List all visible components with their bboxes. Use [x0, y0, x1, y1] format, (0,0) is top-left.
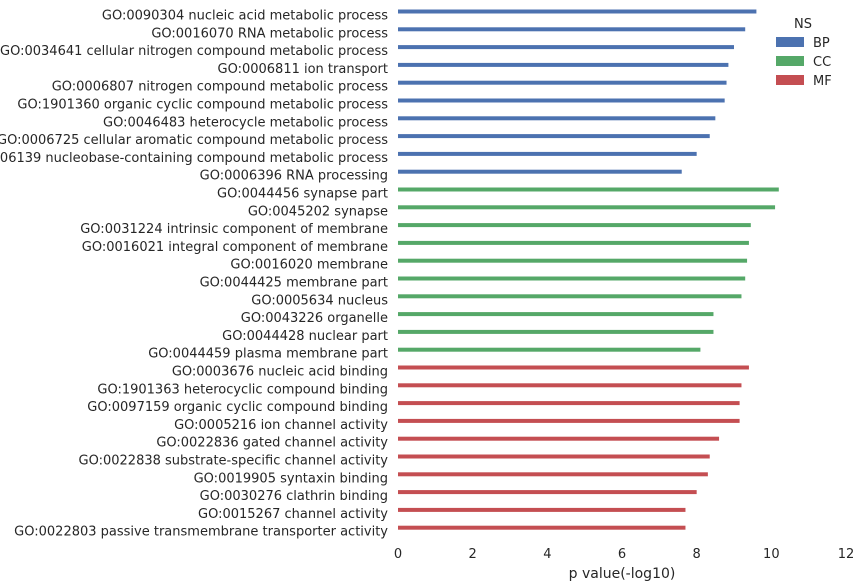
bar-11 [398, 187, 779, 192]
bar-3 [398, 45, 734, 50]
bar-27 [398, 472, 708, 477]
bar-12 [398, 205, 776, 210]
bar-14 [398, 240, 749, 245]
category-label: GO:0030276 clathrin binding [200, 489, 388, 504]
bar-23 [398, 401, 740, 406]
bar-9 [398, 151, 697, 156]
category-label: GO:0022803 passive transmembrane transpo… [14, 525, 388, 540]
x-tick-label: 8 [693, 547, 701, 562]
category-label: GO:0006396 RNA processing [200, 169, 388, 184]
bar-17 [398, 294, 742, 299]
bar-1 [398, 9, 757, 14]
bar-29 [398, 507, 686, 512]
x-tick-label: 0 [394, 547, 402, 562]
legend-swatch-bp [776, 37, 804, 47]
category-labels: GO:0090304 nucleic acid metabolic proces… [0, 9, 388, 540]
bar-28 [398, 490, 697, 495]
category-label: GO:0016020 membrane [230, 258, 388, 273]
category-label: GO:0090304 nucleic acid metabolic proces… [102, 9, 388, 24]
legend-items: BP CC MF [776, 36, 832, 89]
category-label: GO:0046483 heterocycle metabolic process [103, 115, 388, 130]
category-label: GO:0005634 nucleus [251, 293, 388, 308]
bar-7 [398, 116, 716, 121]
category-label: GO:0043226 organelle [241, 311, 388, 326]
category-label: GO:0022838 substrate-specific channel ac… [79, 454, 389, 469]
category-label: GO:0015267 channel activity [198, 507, 388, 522]
bar-5 [398, 80, 727, 85]
category-label: GO:0034641 cellular nitrogen compound me… [0, 44, 388, 59]
category-label: GO:0006807 nitrogen compound metabolic p… [52, 80, 389, 95]
bar-20 [398, 347, 701, 352]
category-label: GO:0022836 gated channel activity [156, 436, 388, 451]
bar-6 [398, 98, 725, 103]
x-tick-label: 12 [838, 547, 855, 562]
bar-24 [398, 418, 740, 423]
legend-label-bp: BP [813, 36, 830, 51]
category-label: GO:0006139 nucleobase-containing compoun… [0, 151, 388, 166]
category-label: GO:0045202 synapse [248, 204, 388, 219]
bar-15 [398, 258, 748, 263]
category-label: GO:0044459 plasma membrane part [148, 347, 388, 362]
category-label: GO:1901360 organic cyclic compound metab… [17, 98, 388, 113]
category-label: GO:0005216 ion channel activity [174, 418, 388, 433]
category-label: GO:0044428 nuclear part [222, 329, 388, 344]
bar-30 [398, 525, 686, 530]
x-tick-label: 10 [763, 547, 780, 562]
legend-swatch-mf [776, 75, 804, 85]
bar-10 [398, 169, 682, 174]
x-axis-ticks: 0 2 4 6 8 10 12 [394, 547, 854, 562]
bar-13 [398, 223, 751, 228]
legend: NS BP CC MF [776, 17, 832, 89]
category-label: GO:0016070 RNA metabolic process [151, 26, 388, 41]
category-label: GO:0097159 organic cyclic compound bindi… [87, 400, 388, 415]
legend-label-cc: CC [813, 55, 831, 70]
bar-21 [398, 365, 749, 370]
bar-19 [398, 329, 714, 334]
category-label: GO:0044425 membrane part [200, 276, 388, 291]
category-label: GO:1901363 heterocyclic compound binding [97, 382, 388, 397]
legend-title: NS [794, 17, 812, 32]
bar-8 [398, 134, 710, 139]
bar-2 [398, 27, 746, 32]
bar-26 [398, 454, 710, 459]
x-tick-label: 4 [543, 547, 551, 562]
bar-22 [398, 383, 742, 388]
category-label: GO:0016021 integral component of membran… [82, 240, 388, 255]
bar-25 [398, 436, 720, 441]
category-label: GO:0006811 ion transport [218, 62, 389, 77]
bar-4 [398, 62, 729, 67]
x-tick-label: 6 [618, 547, 626, 562]
category-label: GO:0019905 syntaxin binding [194, 471, 388, 486]
bars-group [398, 9, 779, 530]
bar-16 [398, 276, 746, 281]
legend-label-mf: MF [813, 74, 832, 89]
bar-18 [398, 312, 714, 317]
x-tick-label: 2 [469, 547, 477, 562]
category-label: GO:0006725 cellular aromatic compound me… [0, 133, 388, 148]
x-axis-label: p value(-log10) [569, 566, 676, 582]
category-label: GO:0044456 synapse part [217, 187, 388, 202]
category-label: GO:0003676 nucleic acid binding [172, 365, 388, 380]
category-label: GO:0031224 intrinsic component of membra… [80, 222, 388, 237]
legend-swatch-cc [776, 56, 804, 66]
